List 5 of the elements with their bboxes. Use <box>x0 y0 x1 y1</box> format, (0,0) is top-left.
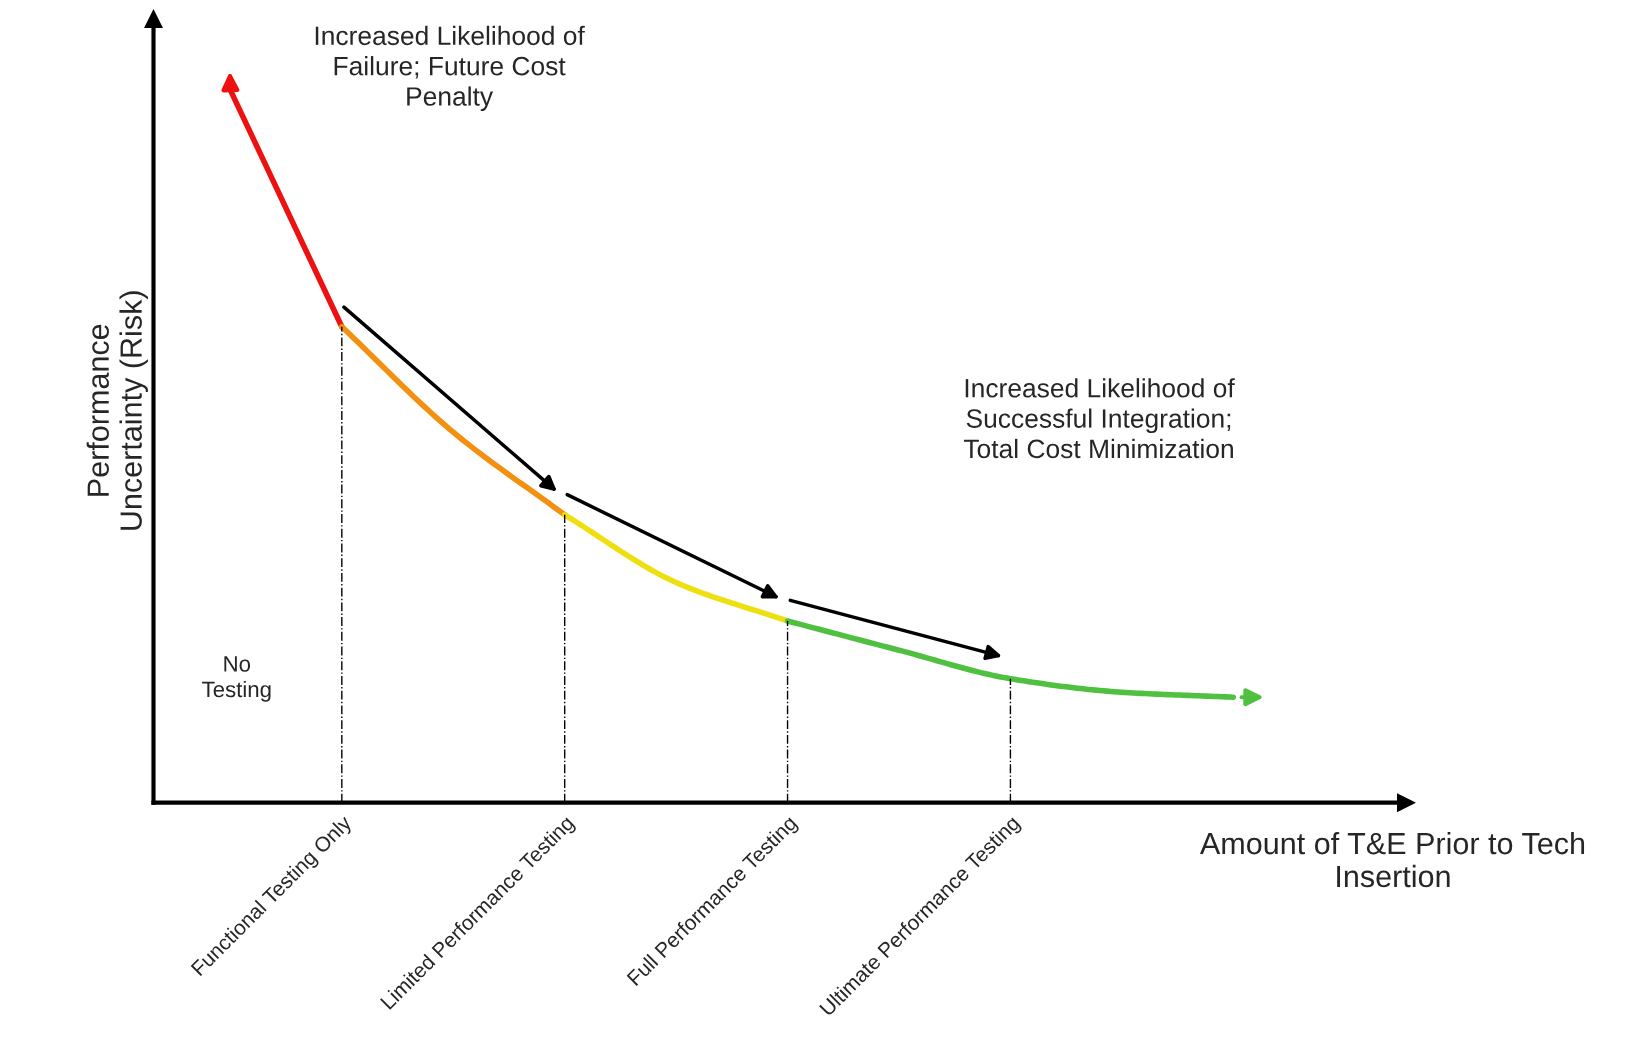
annotation: Increased Likelihood of Successful Integration; Total Cost Minimization <box>963 378 1235 459</box>
annotation: No Testing <box>202 656 271 702</box>
x-axis-title: Amount of T&E Prior to Tech Insertion <box>1199 831 1585 888</box>
annotation: Increased Likelihood of Failure; Future Cost Penalty <box>315 25 585 112</box>
y-axis-title: Performance Uncertainty (Risk) <box>86 291 148 530</box>
